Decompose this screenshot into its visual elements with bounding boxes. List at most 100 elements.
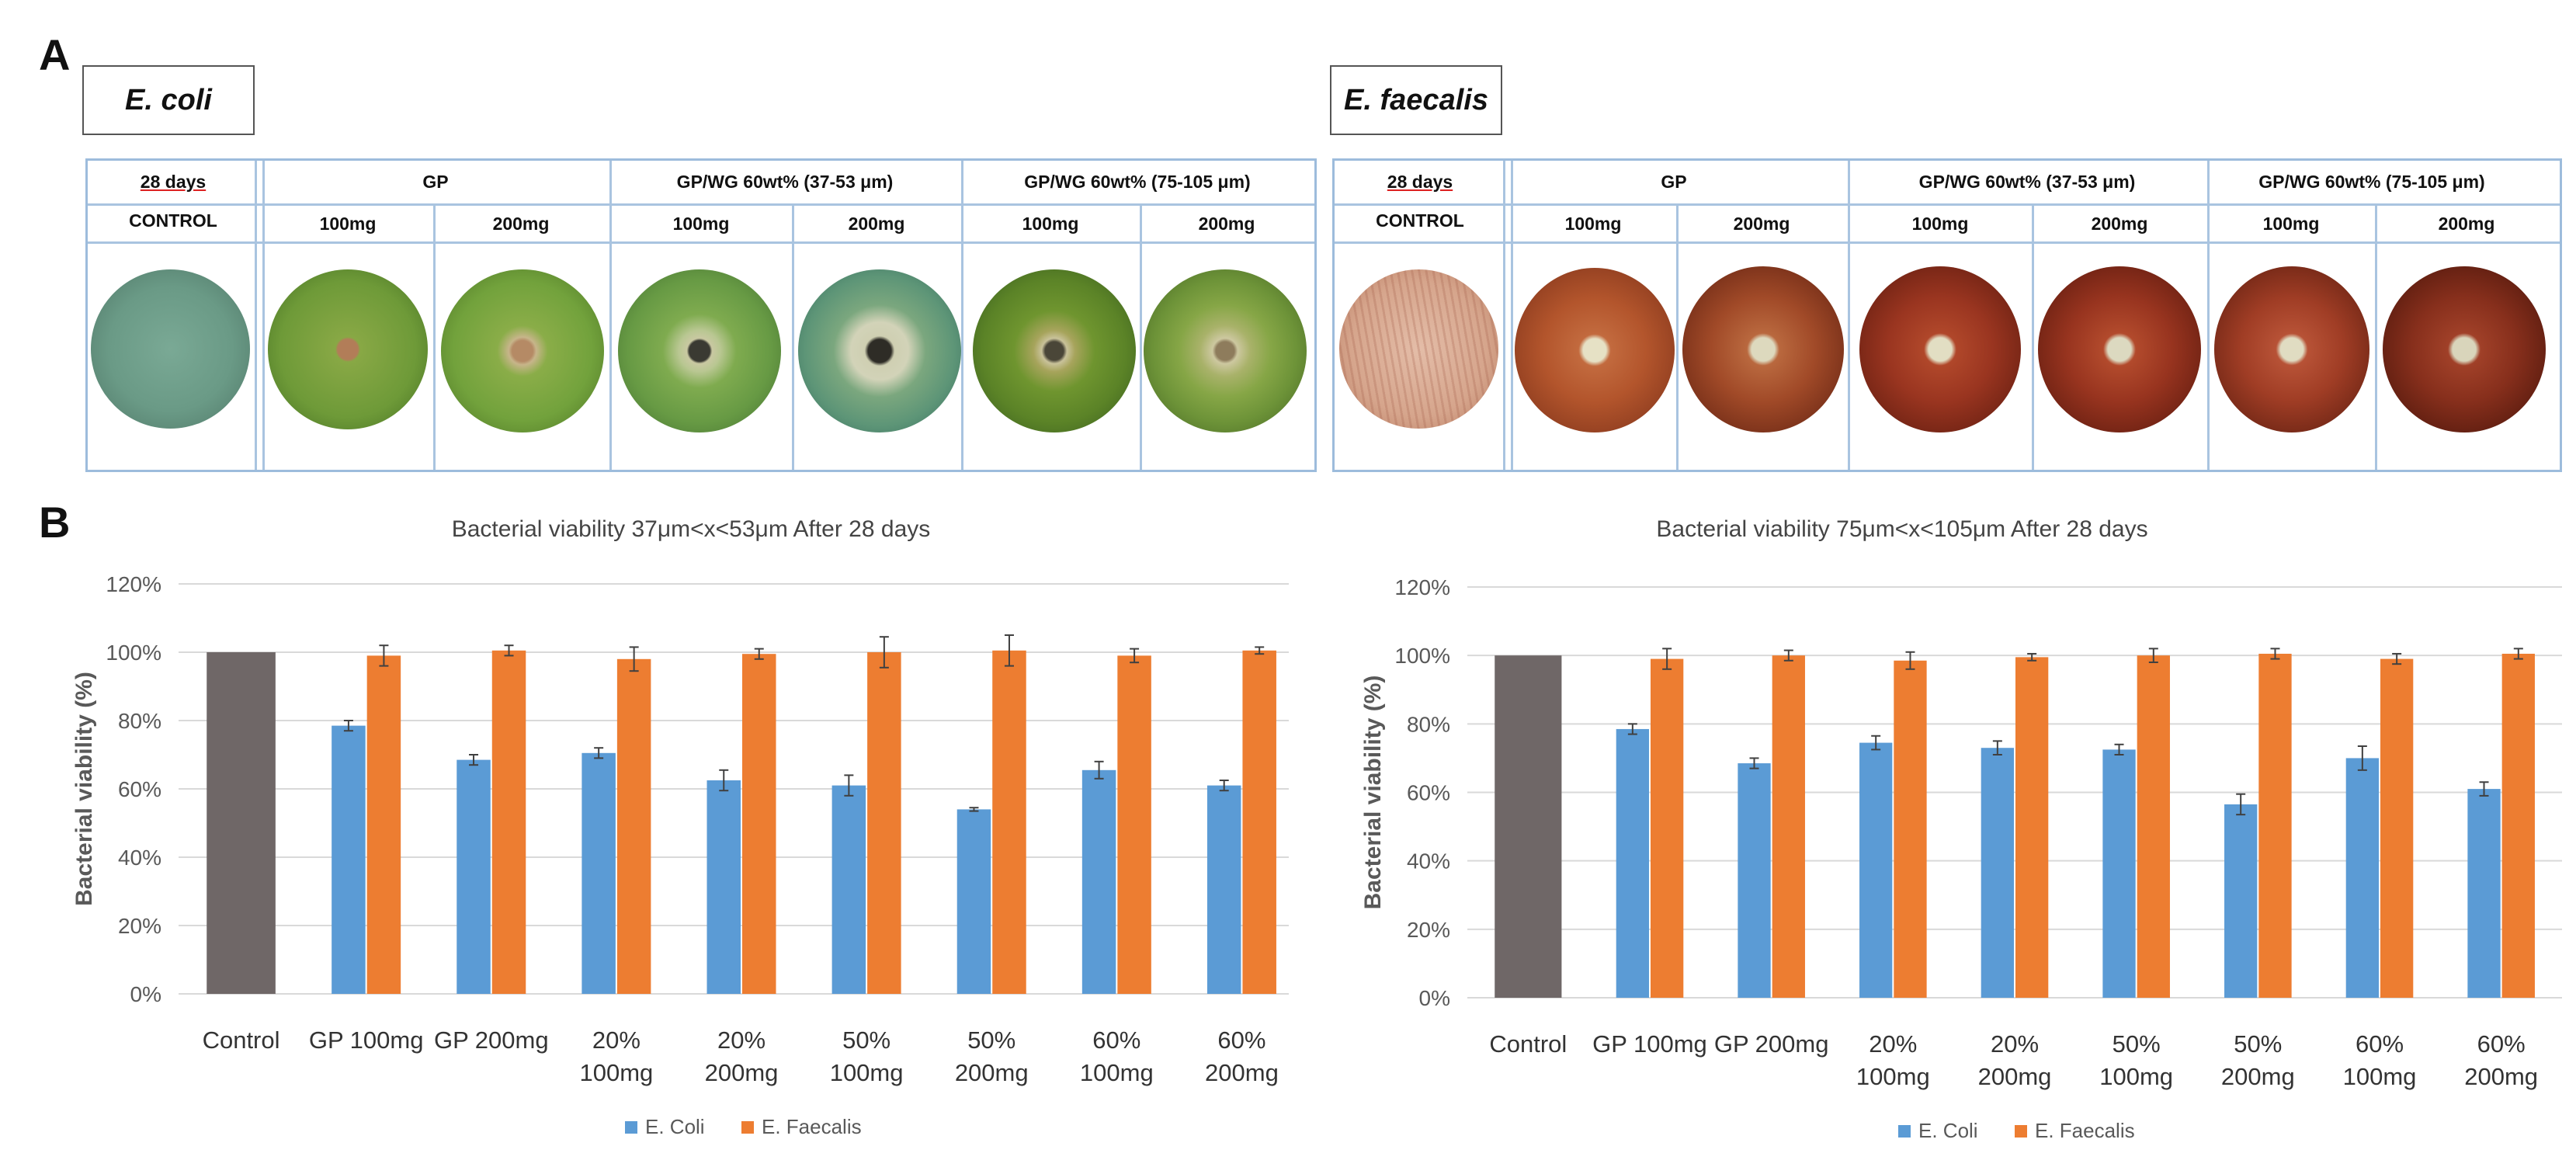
bar-efaecalis xyxy=(1772,655,1805,998)
bar-ecoli xyxy=(956,809,991,994)
dose-label: 100mg xyxy=(1022,214,1079,234)
agar-plate xyxy=(1515,268,1675,432)
bar-control xyxy=(207,652,276,994)
bar-control xyxy=(1495,655,1562,998)
legend-swatch xyxy=(2015,1125,2027,1138)
agar-plate xyxy=(2214,266,2369,432)
species-box-ecoli: E. coli xyxy=(82,65,255,135)
dose-label: 200mg xyxy=(492,214,550,234)
control-label: CONTROL xyxy=(129,210,217,231)
x-tick-label: 50% xyxy=(967,1026,1015,1054)
bar-ecoli xyxy=(831,785,866,994)
x-tick-label: 200mg xyxy=(1205,1059,1279,1086)
bar-efaecalis xyxy=(1651,658,1684,998)
dose-label: 200mg xyxy=(848,214,905,234)
agar-plate xyxy=(1682,266,1844,432)
x-tick-label: 20% xyxy=(592,1026,641,1054)
bar-ecoli xyxy=(2224,804,2258,998)
agar-plate xyxy=(268,269,428,429)
agar-plate xyxy=(1859,266,2021,432)
bar-ecoli xyxy=(1981,748,2014,998)
bar-chart-75-105: 0% 20% 40% 60% 80% 100% 120% Bacterial viabilit… xyxy=(1360,575,2562,1142)
x-tick-label: 200mg xyxy=(955,1059,1029,1086)
y-tick-label: 20% xyxy=(1407,918,1450,942)
dose-label: 200mg xyxy=(1198,214,1255,234)
x-tick-label: 60% xyxy=(2477,1030,2526,1058)
species-box-efaecalis: E. faecalis xyxy=(1330,65,1502,135)
y-tick-label: 100% xyxy=(1394,644,1450,668)
y-axis-label: Bacterial viability (%) xyxy=(1360,676,1386,910)
x-tick-label: 100mg xyxy=(579,1059,653,1086)
x-tick-label: 60% xyxy=(2356,1030,2404,1058)
dose-label: 100mg xyxy=(672,214,730,234)
bar-ecoli xyxy=(1206,785,1241,994)
chart-title: Bacterial viability 75μm<x<105μm After 2… xyxy=(1656,516,2148,542)
x-tick-label: 100mg xyxy=(1080,1059,1154,1086)
bar-ecoli xyxy=(1616,728,1649,998)
x-tick-label: GP 200mg xyxy=(1714,1030,1829,1058)
bar-ecoli xyxy=(2467,789,2501,998)
x-tick-label: 60% xyxy=(1217,1026,1265,1054)
bar-efaecalis xyxy=(2015,657,2049,998)
panel-b-label: B xyxy=(39,498,71,547)
bar-efaecalis xyxy=(491,650,526,994)
bar-efaecalis xyxy=(742,654,776,994)
x-tick-label: 100mg xyxy=(2343,1063,2417,1090)
bar-ecoli xyxy=(582,752,616,994)
x-tick-label: 100mg xyxy=(830,1059,904,1086)
chart-title: Bacterial viability 37μm<x<53μm After 28… xyxy=(451,516,931,542)
bar-chart-37-53: 0% 20% 40% 60% 80% 100% 120% Bacterial viabilit… xyxy=(71,572,1289,1138)
y-tick-label: 80% xyxy=(1407,712,1450,736)
y-tick-label: 80% xyxy=(118,709,161,733)
bar-efaecalis xyxy=(992,650,1026,994)
x-tick-label: 50% xyxy=(2234,1030,2282,1058)
agar-plate xyxy=(2038,266,2201,432)
bar-ecoli xyxy=(1738,763,1771,998)
bar-efaecalis xyxy=(867,652,901,994)
group-gp-label: GP xyxy=(422,172,449,192)
agar-plate xyxy=(1144,269,1307,432)
bar-efaecalis xyxy=(2137,655,2170,998)
bar-efaecalis xyxy=(616,658,651,994)
bar-efaecalis xyxy=(1894,660,1927,998)
dose-label: 200mg xyxy=(2438,214,2495,234)
days-label: 28 days xyxy=(1387,172,1453,192)
bar-efaecalis xyxy=(2258,653,2292,998)
group-37-53-label: GP/WG 60wt% (37-53 μm) xyxy=(1918,172,2136,192)
dose-label: 100mg xyxy=(1911,214,1969,234)
x-tick-label: 200mg xyxy=(2464,1063,2538,1090)
x-tick-label: 50% xyxy=(842,1026,890,1054)
plate-table-ecoli: 28 days CONTROL GP GP/WG 60wt% (37-53 μm… xyxy=(85,158,1317,472)
y-tick-label: 120% xyxy=(1394,575,1450,599)
bar-ecoli xyxy=(1859,742,1893,998)
x-tick-label: 200mg xyxy=(2221,1063,2295,1090)
bar-ecoli xyxy=(2345,758,2379,998)
agar-plate xyxy=(798,269,961,432)
bar-ecoli xyxy=(2102,749,2136,998)
x-tick-label: GP 100mg xyxy=(1592,1030,1707,1058)
group-37-53-label: GP/WG 60wt% (37-53 μm) xyxy=(676,172,894,192)
group-75-105-label: GP/WG 60wt% (75-105 μm) xyxy=(1024,172,1251,192)
y-tick-label: 20% xyxy=(118,914,161,938)
bar-ecoli xyxy=(1081,769,1116,994)
y-tick-label: 40% xyxy=(1407,849,1450,874)
legend-label: E. Coli xyxy=(1918,1119,1978,1142)
x-tick-label: 200mg xyxy=(705,1059,779,1086)
bar-efaecalis xyxy=(2501,653,2535,998)
group-75-105-label: GP/WG 60wt% (75-105 μm) xyxy=(2258,172,2485,192)
agar-plate xyxy=(441,269,604,432)
x-tick-label: GP 100mg xyxy=(309,1026,424,1054)
bar-ecoli xyxy=(706,780,741,994)
legend-swatch xyxy=(625,1121,637,1134)
legend-swatch xyxy=(1898,1125,1911,1138)
y-tick-label: 0% xyxy=(130,982,161,1006)
bar-ecoli xyxy=(332,725,366,994)
dose-label: 200mg xyxy=(2091,214,2148,234)
bar-efaecalis xyxy=(366,655,401,994)
x-tick-label: Control xyxy=(203,1026,280,1054)
plate-table-efaecalis: 28 days CONTROL GP GP/WG 60wt% (37-53 μm… xyxy=(1332,158,2562,472)
y-tick-label: 60% xyxy=(118,777,161,801)
bar-efaecalis xyxy=(1242,650,1276,994)
y-tick-label: 60% xyxy=(1407,781,1450,805)
panel-a-label: A xyxy=(39,30,71,79)
